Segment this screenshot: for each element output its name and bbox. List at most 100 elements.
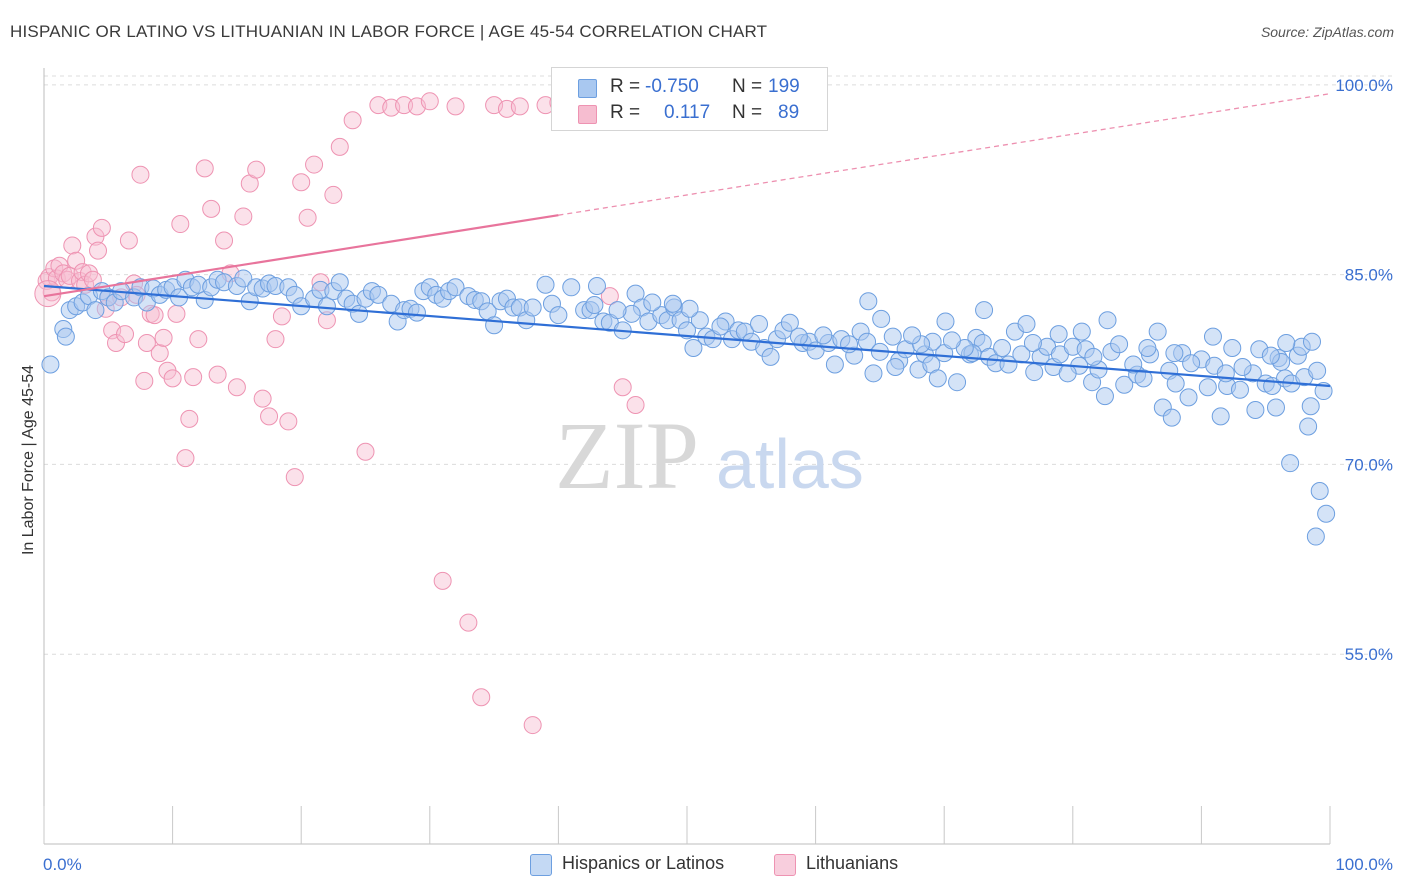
hispanic-point	[1058, 364, 1077, 383]
lithuanian-point	[67, 251, 86, 270]
chart-title: HISPANIC OR LATINO VS LITHUANIAN IN LABO…	[10, 22, 768, 41]
lithuanian-point	[433, 571, 452, 590]
hispanic-point	[872, 309, 891, 328]
n-label: N =	[732, 102, 763, 123]
hispanic-point	[1277, 333, 1296, 352]
lithuanian-point	[298, 208, 317, 227]
lithuanian-point	[260, 407, 279, 426]
hispanic-point	[369, 285, 388, 304]
lithuanian-point	[626, 395, 645, 414]
lithuanian-point	[180, 409, 199, 428]
hispanic-point	[1211, 407, 1230, 426]
hispanic-point	[1223, 339, 1242, 358]
trend-lines	[43, 93, 1331, 388]
correlation-legend: R = -0.750 N = 199 R = 0.117 N = 89	[551, 67, 828, 131]
hispanic-point	[678, 321, 696, 340]
lithuanian-point	[63, 236, 82, 255]
hispanic-point	[585, 296, 604, 315]
hispanic-point	[1134, 369, 1153, 388]
hispanic-point	[1198, 378, 1217, 397]
hispanic-point	[562, 278, 581, 297]
lithuanian-trend-extension	[558, 93, 1331, 216]
hispanic-point	[549, 306, 568, 325]
hispanic-point	[608, 301, 627, 320]
lithuanian-point	[184, 368, 203, 387]
x-tick-label: 100.0%	[1335, 855, 1393, 874]
hispanic-point	[864, 364, 883, 383]
hispanic-point	[446, 278, 465, 297]
hispanic-point	[1308, 361, 1327, 380]
lithuanian-point	[89, 241, 108, 260]
hispanic-point	[1281, 454, 1300, 473]
blue-swatch	[578, 79, 597, 98]
hispanic-point	[1299, 417, 1318, 436]
lithuanian-point	[92, 218, 111, 237]
n-value: 199	[768, 76, 800, 97]
hispanic-point	[1165, 344, 1184, 363]
hispanic-point	[86, 301, 105, 320]
lithuanian-point	[420, 92, 439, 111]
lithuanian-point	[135, 371, 154, 390]
lithuanian-point	[330, 137, 349, 156]
hispanic-point	[56, 327, 75, 346]
watermark-atlas: atlas	[716, 425, 864, 503]
lithuanian-point	[395, 96, 414, 115]
hispanic-point	[1179, 388, 1198, 407]
legend-label: Hispanics or Latinos	[562, 853, 725, 873]
hispanic-point	[761, 347, 780, 366]
hispanic-point	[1301, 397, 1320, 416]
hispanic-point	[234, 269, 253, 288]
hispanic-point	[1162, 408, 1181, 427]
y-tick-label: 100.0%	[1335, 76, 1393, 95]
hispanic-point	[643, 293, 662, 312]
hispanic-point	[1306, 527, 1325, 546]
lithuanian-point	[45, 259, 64, 278]
lithuanian-point	[279, 412, 298, 431]
r-label: R =	[610, 102, 641, 123]
lithuanian-point	[154, 328, 173, 347]
lithuanian-point	[285, 468, 304, 487]
pink-swatch	[578, 105, 597, 124]
hispanic-point	[840, 335, 859, 354]
hispanic-point	[317, 297, 336, 316]
hispanic-point	[41, 355, 60, 374]
lithuanian-point	[227, 378, 246, 397]
lithuanian-point	[305, 155, 324, 174]
hispanic-point	[903, 326, 922, 345]
hispanic-point	[1148, 322, 1167, 341]
hispanic-point	[1182, 354, 1201, 373]
source-credit: Source: ZipAtlas.com	[1260, 24, 1394, 40]
watermark: ZIP atlas	[555, 402, 864, 509]
lithuanian-point	[343, 111, 362, 130]
lithuanian-point	[163, 369, 182, 388]
lithuanian-point	[171, 215, 190, 234]
lithuanian-point	[234, 207, 253, 226]
r-label: R =	[610, 76, 641, 97]
hispanic-point	[1017, 314, 1036, 333]
lithuanian-point	[86, 227, 105, 246]
axes	[43, 68, 1331, 845]
lithuanian-point	[613, 378, 632, 397]
lithuanian-point	[356, 442, 375, 461]
hispanic-point	[536, 275, 555, 294]
hispanic-point	[1138, 339, 1157, 358]
lithuanian-point	[266, 330, 285, 349]
hispanic-point	[948, 373, 967, 392]
hispanic-point	[814, 326, 833, 345]
hispanic-point	[1084, 347, 1103, 366]
y-tick-label: 55.0%	[1345, 645, 1393, 664]
legend-row-lithuanian: R = 0.117 N = 89	[552, 101, 827, 129]
hispanic-point	[789, 327, 808, 346]
hispanic-point	[663, 294, 682, 313]
hispanic-point	[993, 339, 1012, 358]
hispanic-point	[1166, 374, 1185, 393]
hispanic-point	[1246, 401, 1265, 420]
hispanic-point	[936, 312, 955, 331]
hispanic-point	[1110, 335, 1129, 354]
hispanic-point	[1095, 387, 1114, 406]
hispanic-point	[883, 327, 902, 346]
hispanic-point	[1115, 375, 1134, 394]
hispanic-point	[587, 277, 606, 296]
lithuanian-point	[167, 304, 186, 323]
